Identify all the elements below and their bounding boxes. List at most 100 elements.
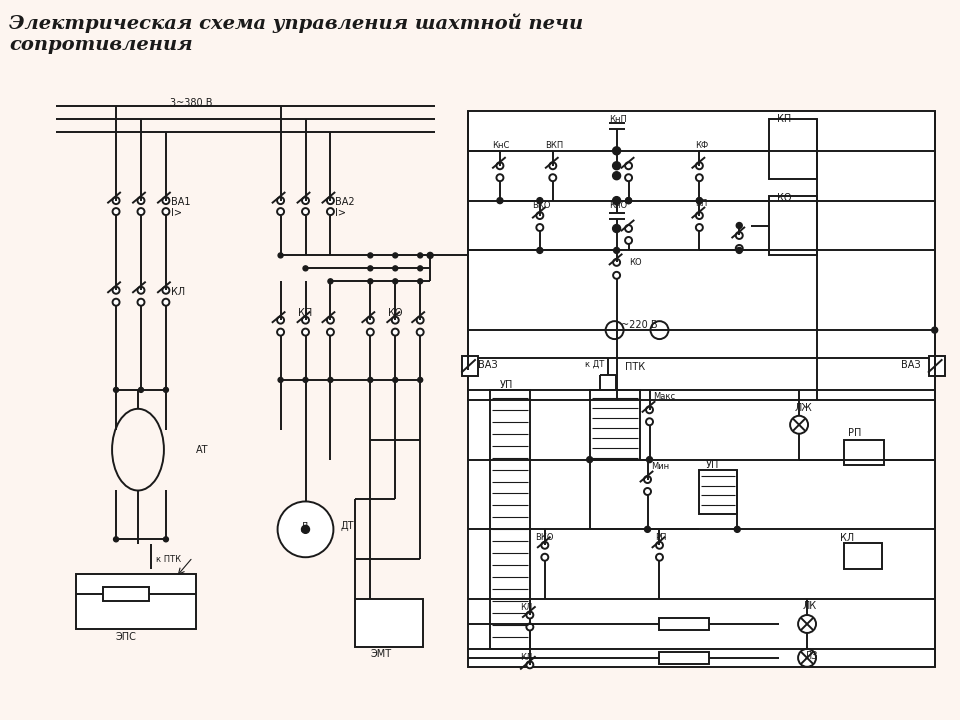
- Circle shape: [549, 162, 556, 169]
- Text: ВАЗ: ВАЗ: [478, 360, 497, 370]
- Circle shape: [696, 212, 703, 219]
- Circle shape: [302, 197, 309, 204]
- Circle shape: [302, 208, 309, 215]
- Circle shape: [393, 253, 397, 258]
- Circle shape: [303, 266, 308, 271]
- Circle shape: [537, 224, 543, 231]
- Bar: [468, 111, 935, 400]
- Circle shape: [612, 172, 620, 180]
- Circle shape: [427, 253, 433, 258]
- Text: КО: КО: [388, 308, 402, 318]
- Circle shape: [646, 418, 653, 426]
- Bar: [660, 652, 709, 664]
- Circle shape: [417, 317, 423, 324]
- Text: КО: КО: [630, 258, 642, 267]
- Circle shape: [278, 377, 283, 382]
- Circle shape: [625, 162, 632, 169]
- Text: Мин: Мин: [652, 462, 670, 471]
- Circle shape: [798, 615, 816, 633]
- Circle shape: [137, 197, 144, 204]
- Text: ЭПС: ЭПС: [115, 632, 136, 642]
- Circle shape: [736, 248, 742, 253]
- Circle shape: [277, 197, 284, 204]
- Circle shape: [696, 197, 703, 204]
- Text: ЭМТ: ЭМТ: [371, 649, 392, 659]
- Text: КП: КП: [299, 308, 313, 318]
- Bar: [769, 119, 817, 179]
- Text: к ДТ: к ДТ: [585, 360, 604, 369]
- Circle shape: [932, 327, 938, 333]
- Bar: [844, 544, 882, 570]
- Text: КнС: КнС: [492, 141, 510, 150]
- Text: КнО: КнО: [609, 201, 627, 210]
- Circle shape: [418, 253, 422, 258]
- Circle shape: [392, 328, 398, 336]
- Circle shape: [526, 624, 534, 631]
- Bar: [928, 356, 945, 376]
- Circle shape: [798, 649, 816, 667]
- Text: КЛ: КЛ: [840, 534, 854, 544]
- Circle shape: [112, 197, 120, 204]
- Circle shape: [368, 377, 372, 382]
- Circle shape: [327, 208, 334, 215]
- Text: Электрическая схема управления шахтной печи
сопротивления: Электрическая схема управления шахтной п…: [10, 14, 584, 54]
- Circle shape: [162, 299, 169, 306]
- Circle shape: [112, 208, 120, 215]
- Circle shape: [537, 197, 542, 204]
- Circle shape: [302, 328, 309, 336]
- Circle shape: [613, 248, 619, 253]
- Bar: [462, 356, 478, 376]
- Bar: [468, 358, 935, 667]
- Text: ВКО: ВКО: [535, 534, 553, 542]
- Circle shape: [656, 541, 663, 549]
- Circle shape: [368, 266, 372, 271]
- Circle shape: [393, 266, 397, 271]
- Bar: [769, 196, 817, 256]
- Text: УП: УП: [706, 459, 719, 469]
- Circle shape: [612, 162, 620, 170]
- Circle shape: [790, 415, 808, 433]
- Bar: [589, 390, 639, 459]
- Text: КП: КП: [695, 199, 708, 207]
- Circle shape: [496, 174, 503, 181]
- Text: ДТ: ДТ: [341, 521, 354, 531]
- Circle shape: [137, 208, 144, 215]
- Text: КЛ: КЛ: [520, 653, 532, 662]
- Circle shape: [162, 197, 169, 204]
- Circle shape: [526, 611, 534, 618]
- Circle shape: [302, 317, 309, 324]
- Circle shape: [549, 174, 556, 181]
- Circle shape: [734, 526, 740, 532]
- Circle shape: [613, 272, 620, 279]
- Bar: [844, 440, 884, 464]
- Circle shape: [496, 162, 503, 169]
- Circle shape: [612, 147, 620, 155]
- Circle shape: [696, 162, 703, 169]
- Circle shape: [277, 317, 284, 324]
- Text: к ПТК: к ПТК: [156, 555, 181, 564]
- Text: ВКП: ВКП: [545, 141, 564, 150]
- Circle shape: [417, 328, 423, 336]
- Text: ПТК: ПТК: [625, 362, 645, 372]
- Circle shape: [497, 197, 503, 204]
- Text: ЛЖ: ЛЖ: [795, 402, 813, 413]
- Bar: [103, 587, 149, 601]
- Circle shape: [587, 456, 592, 463]
- Circle shape: [162, 287, 169, 294]
- Circle shape: [735, 245, 743, 252]
- Circle shape: [393, 279, 397, 284]
- Circle shape: [696, 224, 703, 231]
- Circle shape: [537, 212, 543, 219]
- Circle shape: [138, 387, 143, 392]
- Text: РП: РП: [848, 428, 861, 438]
- Text: КЛ: КЛ: [520, 603, 532, 612]
- Circle shape: [328, 279, 333, 284]
- Circle shape: [112, 287, 120, 294]
- Circle shape: [163, 537, 168, 541]
- Circle shape: [736, 222, 742, 228]
- Circle shape: [162, 208, 169, 215]
- Circle shape: [644, 526, 651, 532]
- Circle shape: [367, 328, 373, 336]
- Circle shape: [163, 387, 168, 392]
- Bar: [355, 599, 423, 647]
